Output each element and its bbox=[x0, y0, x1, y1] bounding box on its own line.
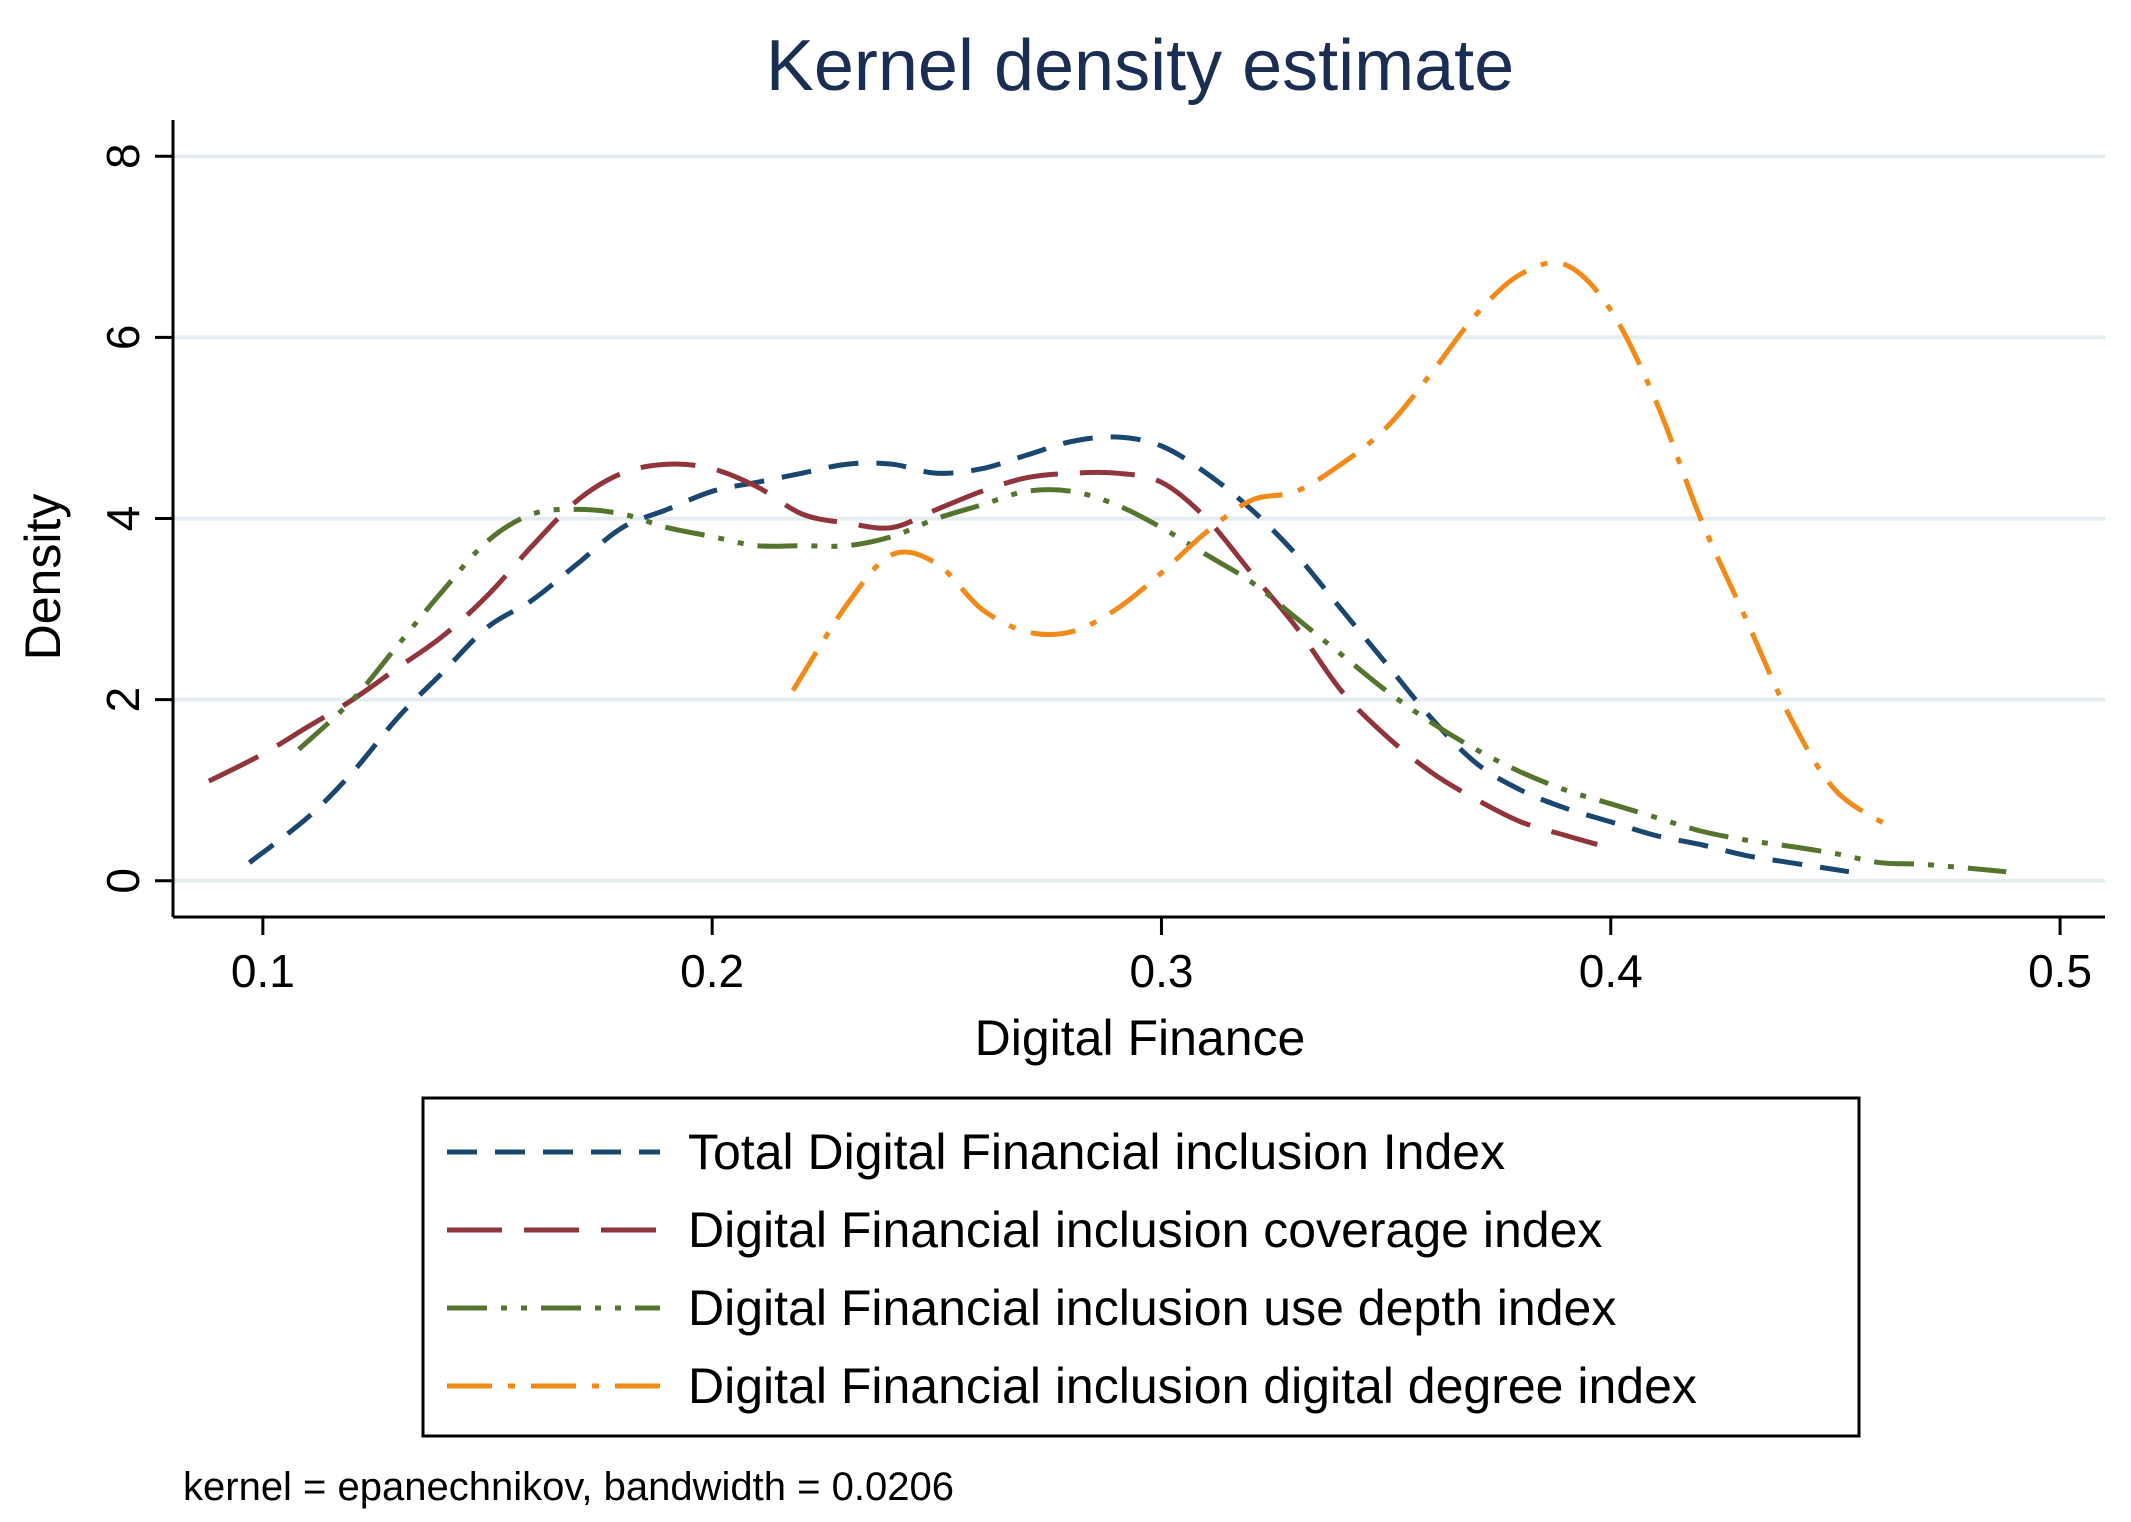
grid bbox=[173, 154, 2105, 883]
legend-label-1: Total Digital Financial inclusion Index bbox=[688, 1124, 1505, 1180]
x-tick-label: 0.2 bbox=[680, 945, 744, 997]
x-tick-label: 0.1 bbox=[231, 945, 295, 997]
series-lines bbox=[207, 260, 2007, 875]
series-line-1 bbox=[247, 434, 1850, 875]
chart-title: Kernel density estimate bbox=[766, 26, 1514, 106]
y-tick-label: 6 bbox=[97, 325, 149, 351]
y-tick-label: 0 bbox=[97, 868, 149, 894]
kernel-note: kernel = epanechnikov, bandwidth = 0.020… bbox=[183, 1465, 954, 1509]
y-tick-label: 4 bbox=[97, 506, 149, 532]
y-tick-label: 8 bbox=[97, 143, 149, 169]
legend-label-2: Digital Financial inclusion coverage ind… bbox=[688, 1202, 1602, 1258]
y-axis-label: Density bbox=[15, 494, 71, 661]
y-tick-label: 2 bbox=[97, 687, 149, 713]
x-axis-ticks: 0.1 0.2 0.3 0.4 0.5 bbox=[231, 917, 2092, 997]
x-tick-label: 0.3 bbox=[1129, 945, 1193, 997]
y-axis-ticks: 0 2 4 6 8 bbox=[97, 143, 173, 894]
x-tick-label: 0.4 bbox=[1579, 945, 1643, 997]
legend-label-3: Digital Financial inclusion use depth in… bbox=[688, 1280, 1616, 1336]
series-line-3 bbox=[297, 487, 2007, 875]
x-tick-label: 0.5 bbox=[2028, 945, 2092, 997]
legend-label-4: Digital Financial inclusion digital degr… bbox=[688, 1358, 1697, 1414]
series-line-4 bbox=[790, 260, 1891, 829]
series-line-2 bbox=[207, 461, 1598, 847]
x-axis-label: Digital Finance bbox=[975, 1010, 1306, 1066]
legend-box bbox=[421, 1096, 1861, 1438]
legend: Total Digital Financial inclusion Index D… bbox=[421, 1096, 1861, 1438]
